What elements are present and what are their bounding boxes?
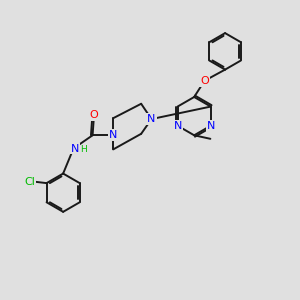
Text: N: N — [147, 114, 156, 124]
Text: N: N — [207, 121, 215, 131]
Text: N: N — [173, 121, 182, 131]
Text: H: H — [80, 146, 87, 154]
Text: N: N — [71, 143, 79, 154]
Text: N: N — [109, 130, 117, 140]
Text: Cl: Cl — [24, 177, 35, 187]
Text: O: O — [90, 110, 98, 120]
Text: O: O — [200, 76, 209, 86]
